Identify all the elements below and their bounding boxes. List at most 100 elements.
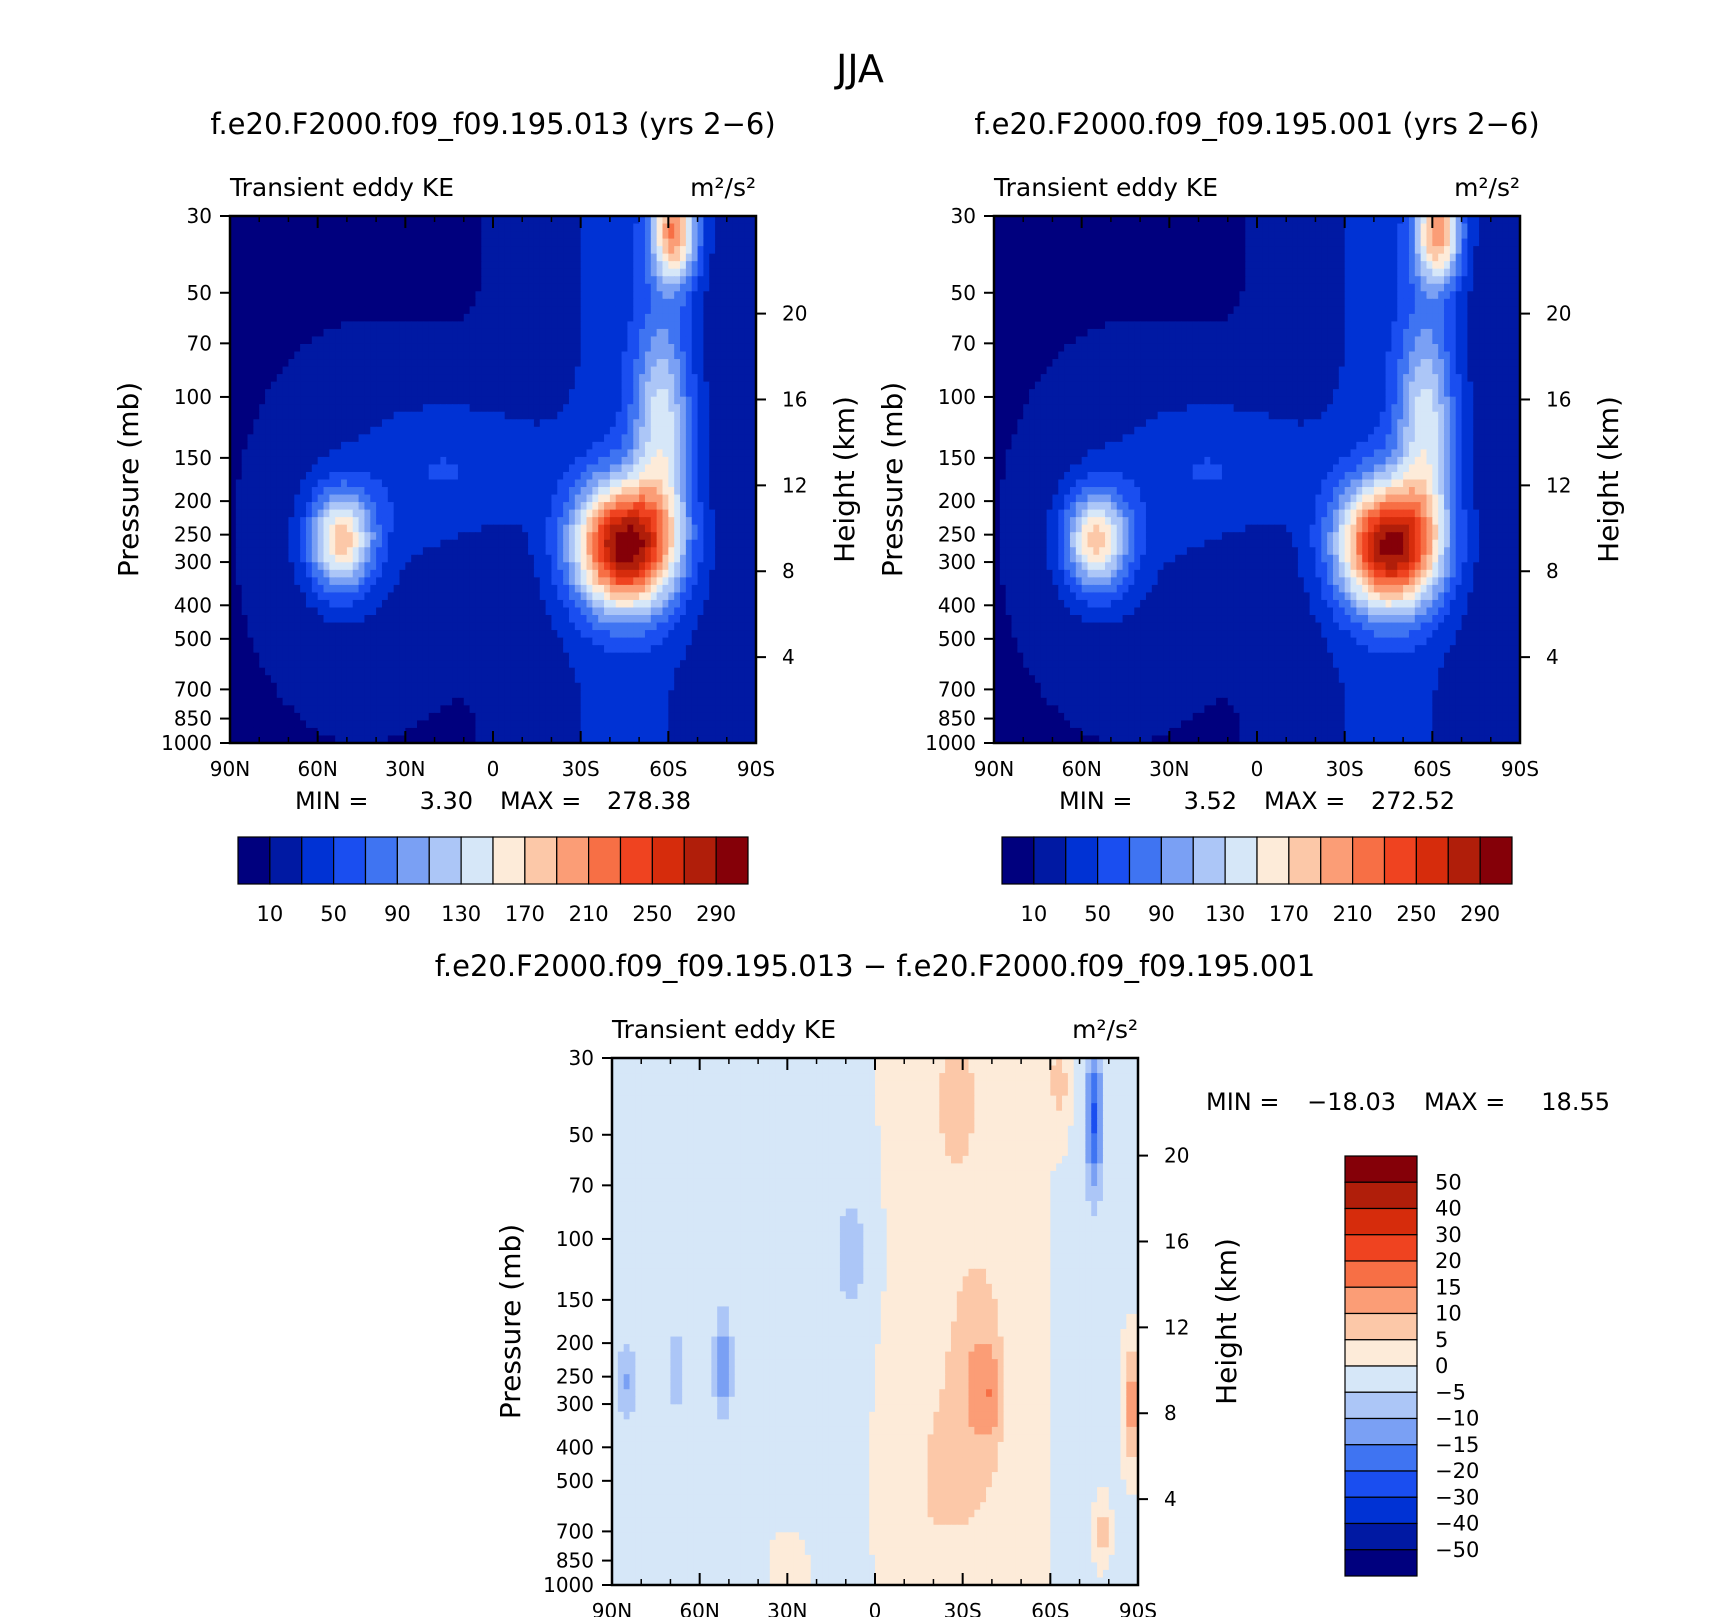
heatmap-cell bbox=[475, 343, 482, 353]
heatmap-cell bbox=[329, 547, 336, 556]
heatmap-cell bbox=[358, 336, 366, 345]
heatmap-cell bbox=[592, 434, 599, 443]
heatmap-cell bbox=[644, 607, 652, 616]
heatmap-cell bbox=[680, 419, 687, 428]
heatmap-cell bbox=[715, 419, 722, 428]
heatmap-cell bbox=[574, 389, 582, 398]
heatmap-cell bbox=[329, 630, 336, 639]
heatmap-cell bbox=[633, 441, 640, 450]
heatmap-cell bbox=[498, 419, 506, 428]
heatmap-cell bbox=[282, 253, 290, 262]
heatmap-cell bbox=[662, 562, 669, 571]
heatmap-cell bbox=[656, 502, 664, 511]
heatmap-cell bbox=[528, 231, 535, 240]
heatmap-cell bbox=[387, 313, 395, 322]
heatmap-cell bbox=[609, 622, 617, 631]
heatmap-cell bbox=[399, 517, 406, 526]
heatmap-cell bbox=[317, 494, 325, 503]
heatmap-cell bbox=[376, 283, 383, 292]
heatmap-cell bbox=[323, 539, 330, 548]
heatmap-cell bbox=[662, 607, 669, 616]
heatmap-cell bbox=[615, 554, 623, 563]
heatmap-cell bbox=[370, 471, 377, 481]
heatmap-cell bbox=[311, 441, 319, 450]
heatmap-cell bbox=[276, 374, 284, 383]
heatmap-cell bbox=[574, 253, 582, 262]
heatmap-cell bbox=[230, 539, 237, 548]
heatmap-cell bbox=[633, 607, 640, 616]
heatmap-cell bbox=[504, 524, 512, 533]
heatmap-cell bbox=[481, 351, 488, 360]
heatmap-cell bbox=[335, 532, 342, 541]
heatmap-cell bbox=[685, 464, 693, 473]
heatmap-cell bbox=[381, 441, 389, 450]
heatmap-cell bbox=[276, 502, 284, 511]
heatmap-cell bbox=[475, 411, 482, 420]
heatmap-cell bbox=[650, 283, 658, 292]
heatmap-cell bbox=[493, 283, 500, 292]
heatmap-cell bbox=[387, 441, 395, 450]
heatmap-cell bbox=[265, 253, 272, 262]
heatmap-cell bbox=[270, 359, 278, 368]
heatmap-cell bbox=[539, 366, 547, 375]
heatmap-cell bbox=[522, 539, 529, 548]
heatmap-cell bbox=[750, 306, 756, 315]
heatmap-cell bbox=[697, 328, 704, 338]
heatmap-cell bbox=[633, 569, 640, 578]
heatmap-cell bbox=[750, 592, 756, 601]
heatmap-cell bbox=[399, 343, 406, 353]
heatmap-cell bbox=[235, 276, 243, 285]
heatmap-cell bbox=[469, 231, 477, 240]
heatmap-cell bbox=[709, 238, 716, 247]
heatmap-cell bbox=[568, 456, 576, 466]
heatmap-cell bbox=[428, 464, 436, 473]
heatmap-cell bbox=[422, 321, 430, 330]
heatmap-cell bbox=[270, 366, 278, 375]
heatmap-cell bbox=[352, 351, 360, 360]
heatmap-cell bbox=[411, 298, 418, 307]
heatmap-cell bbox=[516, 298, 523, 307]
heatmap-cell bbox=[346, 216, 354, 225]
heatmap-cell bbox=[370, 359, 377, 368]
heatmap-cell bbox=[720, 517, 728, 526]
heatmap-cell bbox=[428, 502, 436, 511]
heatmap-cell bbox=[463, 253, 471, 262]
heatmap-cell bbox=[399, 359, 406, 368]
heatmap-cell bbox=[615, 517, 623, 526]
heatmap-cell bbox=[376, 246, 383, 255]
heatmap-cell bbox=[364, 426, 371, 435]
heatmap-cell bbox=[352, 479, 360, 488]
heatmap-cell bbox=[230, 238, 237, 247]
heatmap-cell bbox=[615, 464, 623, 473]
heatmap-cell bbox=[405, 351, 412, 360]
heatmap-cell bbox=[510, 532, 517, 541]
heatmap-cell bbox=[288, 366, 295, 375]
heatmap-cell bbox=[446, 246, 453, 255]
heatmap-cell bbox=[352, 321, 360, 330]
heatmap-cell bbox=[393, 577, 401, 586]
heatmap-cell bbox=[557, 464, 564, 473]
heatmap-cell bbox=[744, 268, 751, 277]
heatmap-cell bbox=[750, 599, 756, 609]
heatmap-cell bbox=[703, 404, 710, 413]
heatmap-cell bbox=[604, 524, 611, 533]
heatmap-cell bbox=[235, 351, 243, 360]
heatmap-cell bbox=[335, 336, 342, 345]
heatmap-cell bbox=[609, 261, 617, 270]
heatmap-cell bbox=[346, 487, 354, 496]
heatmap-cell bbox=[422, 298, 430, 307]
heatmap-cell bbox=[265, 479, 272, 488]
heatmap-cell bbox=[294, 321, 301, 330]
heatmap-cell bbox=[393, 366, 401, 375]
heatmap-cell bbox=[685, 554, 693, 563]
heatmap-cell bbox=[493, 569, 500, 578]
heatmap-cell bbox=[381, 569, 389, 578]
heatmap-cell bbox=[440, 336, 447, 345]
heatmap-cell bbox=[650, 539, 658, 548]
heatmap-cell bbox=[574, 396, 582, 405]
heatmap-cell bbox=[738, 419, 745, 428]
heatmap-cell bbox=[586, 366, 593, 375]
heatmap-cell bbox=[270, 389, 278, 398]
heatmap-cell bbox=[644, 359, 652, 368]
heatmap-cell bbox=[744, 246, 751, 255]
